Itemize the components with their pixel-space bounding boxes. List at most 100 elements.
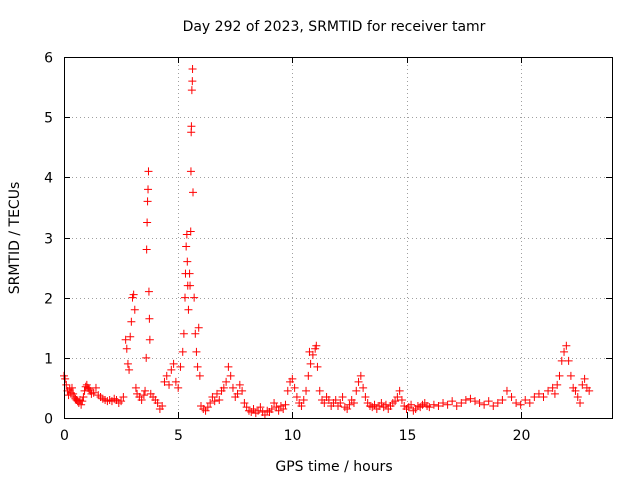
data-point [142, 245, 151, 254]
data-point [274, 406, 283, 415]
data-point [189, 188, 198, 197]
y-tick-label: 2 [44, 292, 53, 308]
data-point [480, 400, 489, 409]
data-point [215, 395, 224, 404]
data-point [461, 395, 470, 404]
data-point [119, 392, 128, 401]
x-axis-label: GPS time / hours [275, 459, 392, 475]
data-point [79, 392, 88, 401]
data-point [397, 395, 406, 404]
data-point [125, 365, 134, 374]
data-point [516, 400, 525, 409]
data-point [297, 401, 306, 410]
data-point [530, 392, 539, 401]
data-point [174, 383, 183, 392]
grid-layer [64, 57, 612, 418]
data-point [493, 398, 502, 407]
data-point [302, 386, 311, 395]
data-point [393, 392, 402, 401]
data-point [525, 398, 534, 407]
data-point [553, 380, 562, 389]
data-point [580, 374, 589, 383]
data-point [77, 400, 86, 409]
data-point [270, 398, 279, 407]
data-point [336, 398, 345, 407]
data-point [343, 404, 352, 413]
data-point [242, 403, 251, 412]
data-point [167, 365, 176, 374]
data-point [153, 398, 162, 407]
data-point [349, 398, 358, 407]
data-point [183, 257, 192, 266]
data-point [117, 397, 126, 406]
data-point [395, 386, 404, 395]
data-point [158, 401, 167, 410]
data-point [105, 395, 114, 404]
data-point [576, 398, 585, 407]
data-point [306, 359, 315, 368]
data-point [195, 371, 204, 380]
data-point [562, 341, 571, 350]
data-point [475, 398, 484, 407]
data-point [186, 167, 195, 176]
data-point [212, 389, 221, 398]
data-point [126, 332, 135, 341]
data-point [292, 392, 301, 401]
data-point [144, 185, 153, 194]
data-point [219, 383, 228, 392]
data-point [169, 359, 178, 368]
data-point [145, 335, 154, 344]
data-point [448, 397, 457, 406]
data-point [550, 389, 559, 398]
data-point [409, 406, 418, 415]
data-point [165, 380, 174, 389]
data-point [260, 410, 269, 419]
data-point [181, 293, 190, 302]
data-point [143, 197, 152, 206]
data-point [226, 371, 235, 380]
data-point [240, 398, 249, 407]
data-point [143, 218, 152, 227]
data-point [65, 385, 74, 394]
data-point [585, 386, 594, 395]
data-point [521, 395, 530, 404]
data-point [377, 398, 386, 407]
data-point [238, 386, 247, 395]
y-tick-label: 3 [44, 232, 53, 248]
data-point [267, 404, 276, 413]
data-point [142, 353, 151, 362]
x-tick-label: 15 [399, 428, 417, 444]
data-point [338, 392, 347, 401]
data-point [356, 371, 365, 380]
data-point [228, 383, 237, 392]
data-point [507, 392, 516, 401]
data-point [320, 398, 329, 407]
data-point [187, 86, 196, 95]
chart-title: Day 292 of 2023, SRMTID for receiver tam… [183, 19, 486, 35]
data-point [144, 287, 153, 296]
data-point [312, 341, 321, 350]
data-point [443, 400, 452, 409]
data-point [121, 335, 130, 344]
data-point [194, 323, 203, 332]
data-point [208, 392, 217, 401]
data-point [89, 388, 98, 397]
data-point [313, 362, 322, 371]
data-point [272, 403, 281, 412]
data-point [123, 359, 132, 368]
data-point [78, 397, 87, 406]
data-point [137, 395, 146, 404]
data-point [91, 383, 100, 392]
data-point [193, 362, 202, 371]
data-point [352, 386, 361, 395]
y-tick-label: 0 [44, 412, 53, 428]
data-point [489, 401, 498, 410]
data-point [190, 293, 199, 302]
data-point [429, 400, 438, 409]
data-point [235, 380, 244, 389]
data-point [544, 386, 553, 395]
data-point [186, 227, 195, 236]
data-point [224, 362, 233, 371]
data-point [370, 400, 379, 409]
